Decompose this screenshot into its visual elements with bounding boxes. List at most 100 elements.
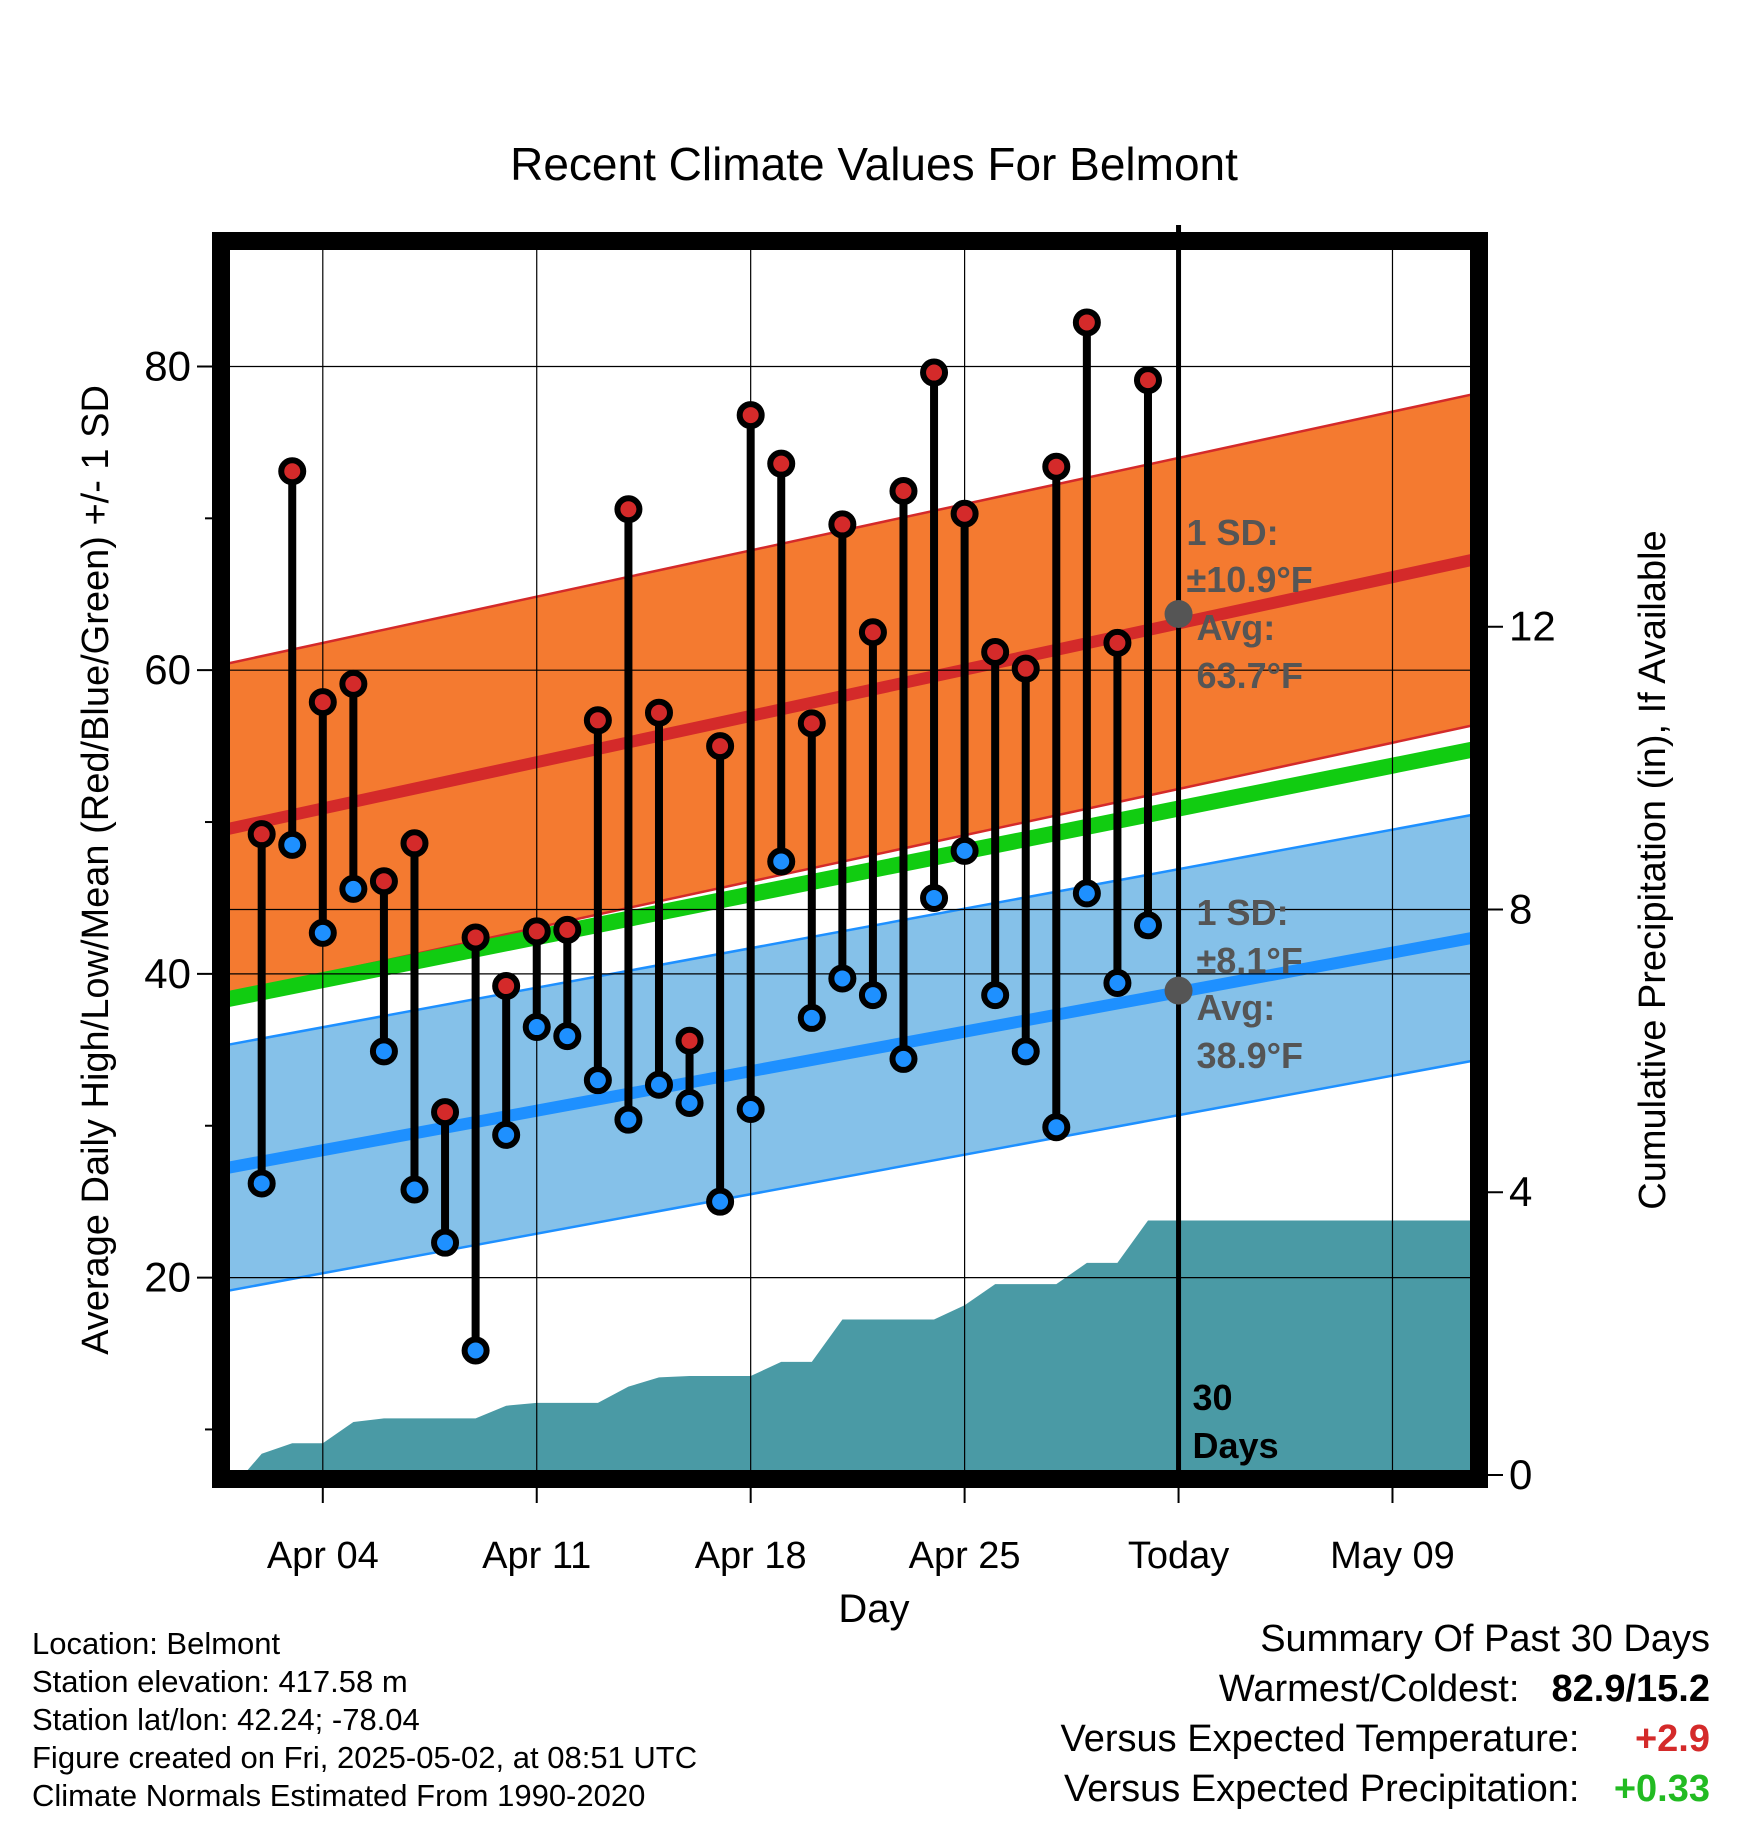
daily-low-point [889,1044,918,1073]
daily-high-point [981,637,1010,666]
info-normals: Climate Normals Estimated From 1990-2020 [32,1778,646,1813]
daily-high-point [461,923,490,952]
daily-low-point [553,1022,582,1051]
daily-high-point [920,358,949,387]
low-avg-today-dot [1164,976,1193,1005]
daily-high-point [492,972,521,1001]
high-sd-label: 1 SD: [1187,512,1279,553]
daily-high-point [247,820,276,849]
daily-high-point [1042,452,1071,481]
daily-low-point [278,830,307,859]
daily-high-point [675,1026,704,1055]
x-tick-label: May 09 [1330,1535,1455,1577]
daily-low-point [644,1070,673,1099]
daily-high-point [339,669,368,698]
days-count-number: 30 [1193,1377,1233,1418]
low-sd-value: ±8.1°F [1197,940,1303,981]
normal-low-line [223,931,1477,1175]
daily-high-point [767,449,796,478]
daily-high-point [706,732,735,761]
y-axis-label-right: Cumulative Precipitation (in), If Availa… [1632,530,1674,1209]
daily-low-point [767,847,796,876]
plot-area: 1 SD: ±10.9°F Avg: 63.7°F 1 SD: ±8.1°F Avg: 38.… [144,225,1556,1577]
daily-low-point [1133,911,1162,940]
x-axis-label: Day [838,1587,909,1631]
x-tick-label: Apr 18 [695,1535,807,1577]
daily-high-point [736,401,765,430]
warm-cold-label: Warmest/Coldest: [1218,1668,1520,1710]
daily-high-point [583,706,612,735]
info-elevation: Station elevation: 417.58 m [32,1664,408,1699]
summary-heading: Summary Of Past 30 Days [1260,1618,1710,1660]
daily-low-point [461,1336,490,1365]
normal-high-line [223,553,1477,836]
daily-high-point [522,917,551,946]
y-tick-label-left: 80 [144,342,191,389]
daily-low-point [736,1095,765,1124]
daily-high-point [797,709,826,738]
y-tick-label-left: 20 [144,1254,191,1301]
daily-low-point [583,1066,612,1095]
daily-low-point [339,874,368,903]
low-avg-label: Avg: [1197,987,1276,1028]
info-latlon: Station lat/lon: 42.24; -78.04 [32,1702,420,1737]
daily-low-point [492,1120,521,1149]
daily-low-point [308,918,337,947]
precipitation-area [246,1220,1475,1475]
y-tick-label-right: 8 [1509,885,1532,932]
daily-low-point [797,1003,826,1032]
daily-high-point [553,915,582,944]
daily-high-point [889,477,918,505]
info-created: Figure created on Fri, 2025-05-02, at 08… [32,1740,698,1775]
summary-precip: Versus Expected Precipitation: +0.33 [1064,1768,1710,1811]
high-avg-label: Avg: [1197,607,1276,648]
daily-high-point [1072,308,1101,337]
plot-frame [212,232,1488,1488]
warm-cold-value: 82.9/15.2 [1551,1668,1710,1710]
daily-high-point [1103,628,1132,657]
daily-low-point [706,1187,735,1216]
temp-value: +2.9 [1634,1718,1710,1760]
daily-low-point [247,1169,276,1198]
daily-low-point [400,1175,429,1204]
precip-label: Versus Expected Precipitation: [1064,1768,1580,1810]
y-tick-label-right: 12 [1509,603,1556,650]
station-info: Location: Belmont Station elevation: 417… [32,1625,697,1815]
daily-high-point [828,510,857,539]
days-count-word: Days [1193,1425,1279,1466]
daily-low-point [1072,879,1101,908]
low-avg-value: 38.9°F [1197,1035,1303,1076]
daily-low-point [1103,969,1132,997]
x-tick-label: Apr 11 [482,1535,591,1577]
summary-temp: Versus Expected Temperature: +2.9 [1061,1718,1710,1761]
info-location: Location: Belmont [32,1626,281,1661]
daily-low-point [1042,1113,1071,1142]
temp-label: Versus Expected Temperature: [1060,1718,1580,1760]
daily-low-point [614,1105,643,1134]
x-tick-label: Today [1128,1535,1229,1577]
y-tick-label-left: 40 [144,950,191,997]
summary-warm-cold: Warmest/Coldest: 82.9/15.2 [1219,1668,1710,1711]
precip-value: +0.33 [1613,1768,1710,1810]
daily-high-point [308,688,337,717]
y-tick-label-right: 0 [1509,1451,1532,1498]
daily-low-point [828,964,857,993]
daily-low-point [981,981,1010,1010]
low-band-upper-edge [224,813,1476,1047]
high-sd-value: ±10.9°F [1187,559,1313,600]
daily-high-point [950,499,979,528]
daily-high-point [644,698,673,727]
daily-high-point [431,1098,460,1127]
high-avg-value: 63.7°F [1197,655,1303,696]
low-band-lower-edge [224,1059,1476,1293]
daily-low-point [920,883,949,912]
daily-high-point [614,495,643,524]
normal-mean-line [223,741,1477,1008]
daily-high-point [1133,366,1162,395]
chart-title: Recent Climate Values For Belmont [510,138,1238,190]
days-count-label: 30 Days [1193,1377,1279,1466]
y-axis-label-left: Average Daily High/Low/Mean (Red/Blue/Gr… [75,385,117,1355]
x-tick-label: Apr 25 [909,1535,1021,1577]
y-tick-label-left: 60 [144,646,191,693]
